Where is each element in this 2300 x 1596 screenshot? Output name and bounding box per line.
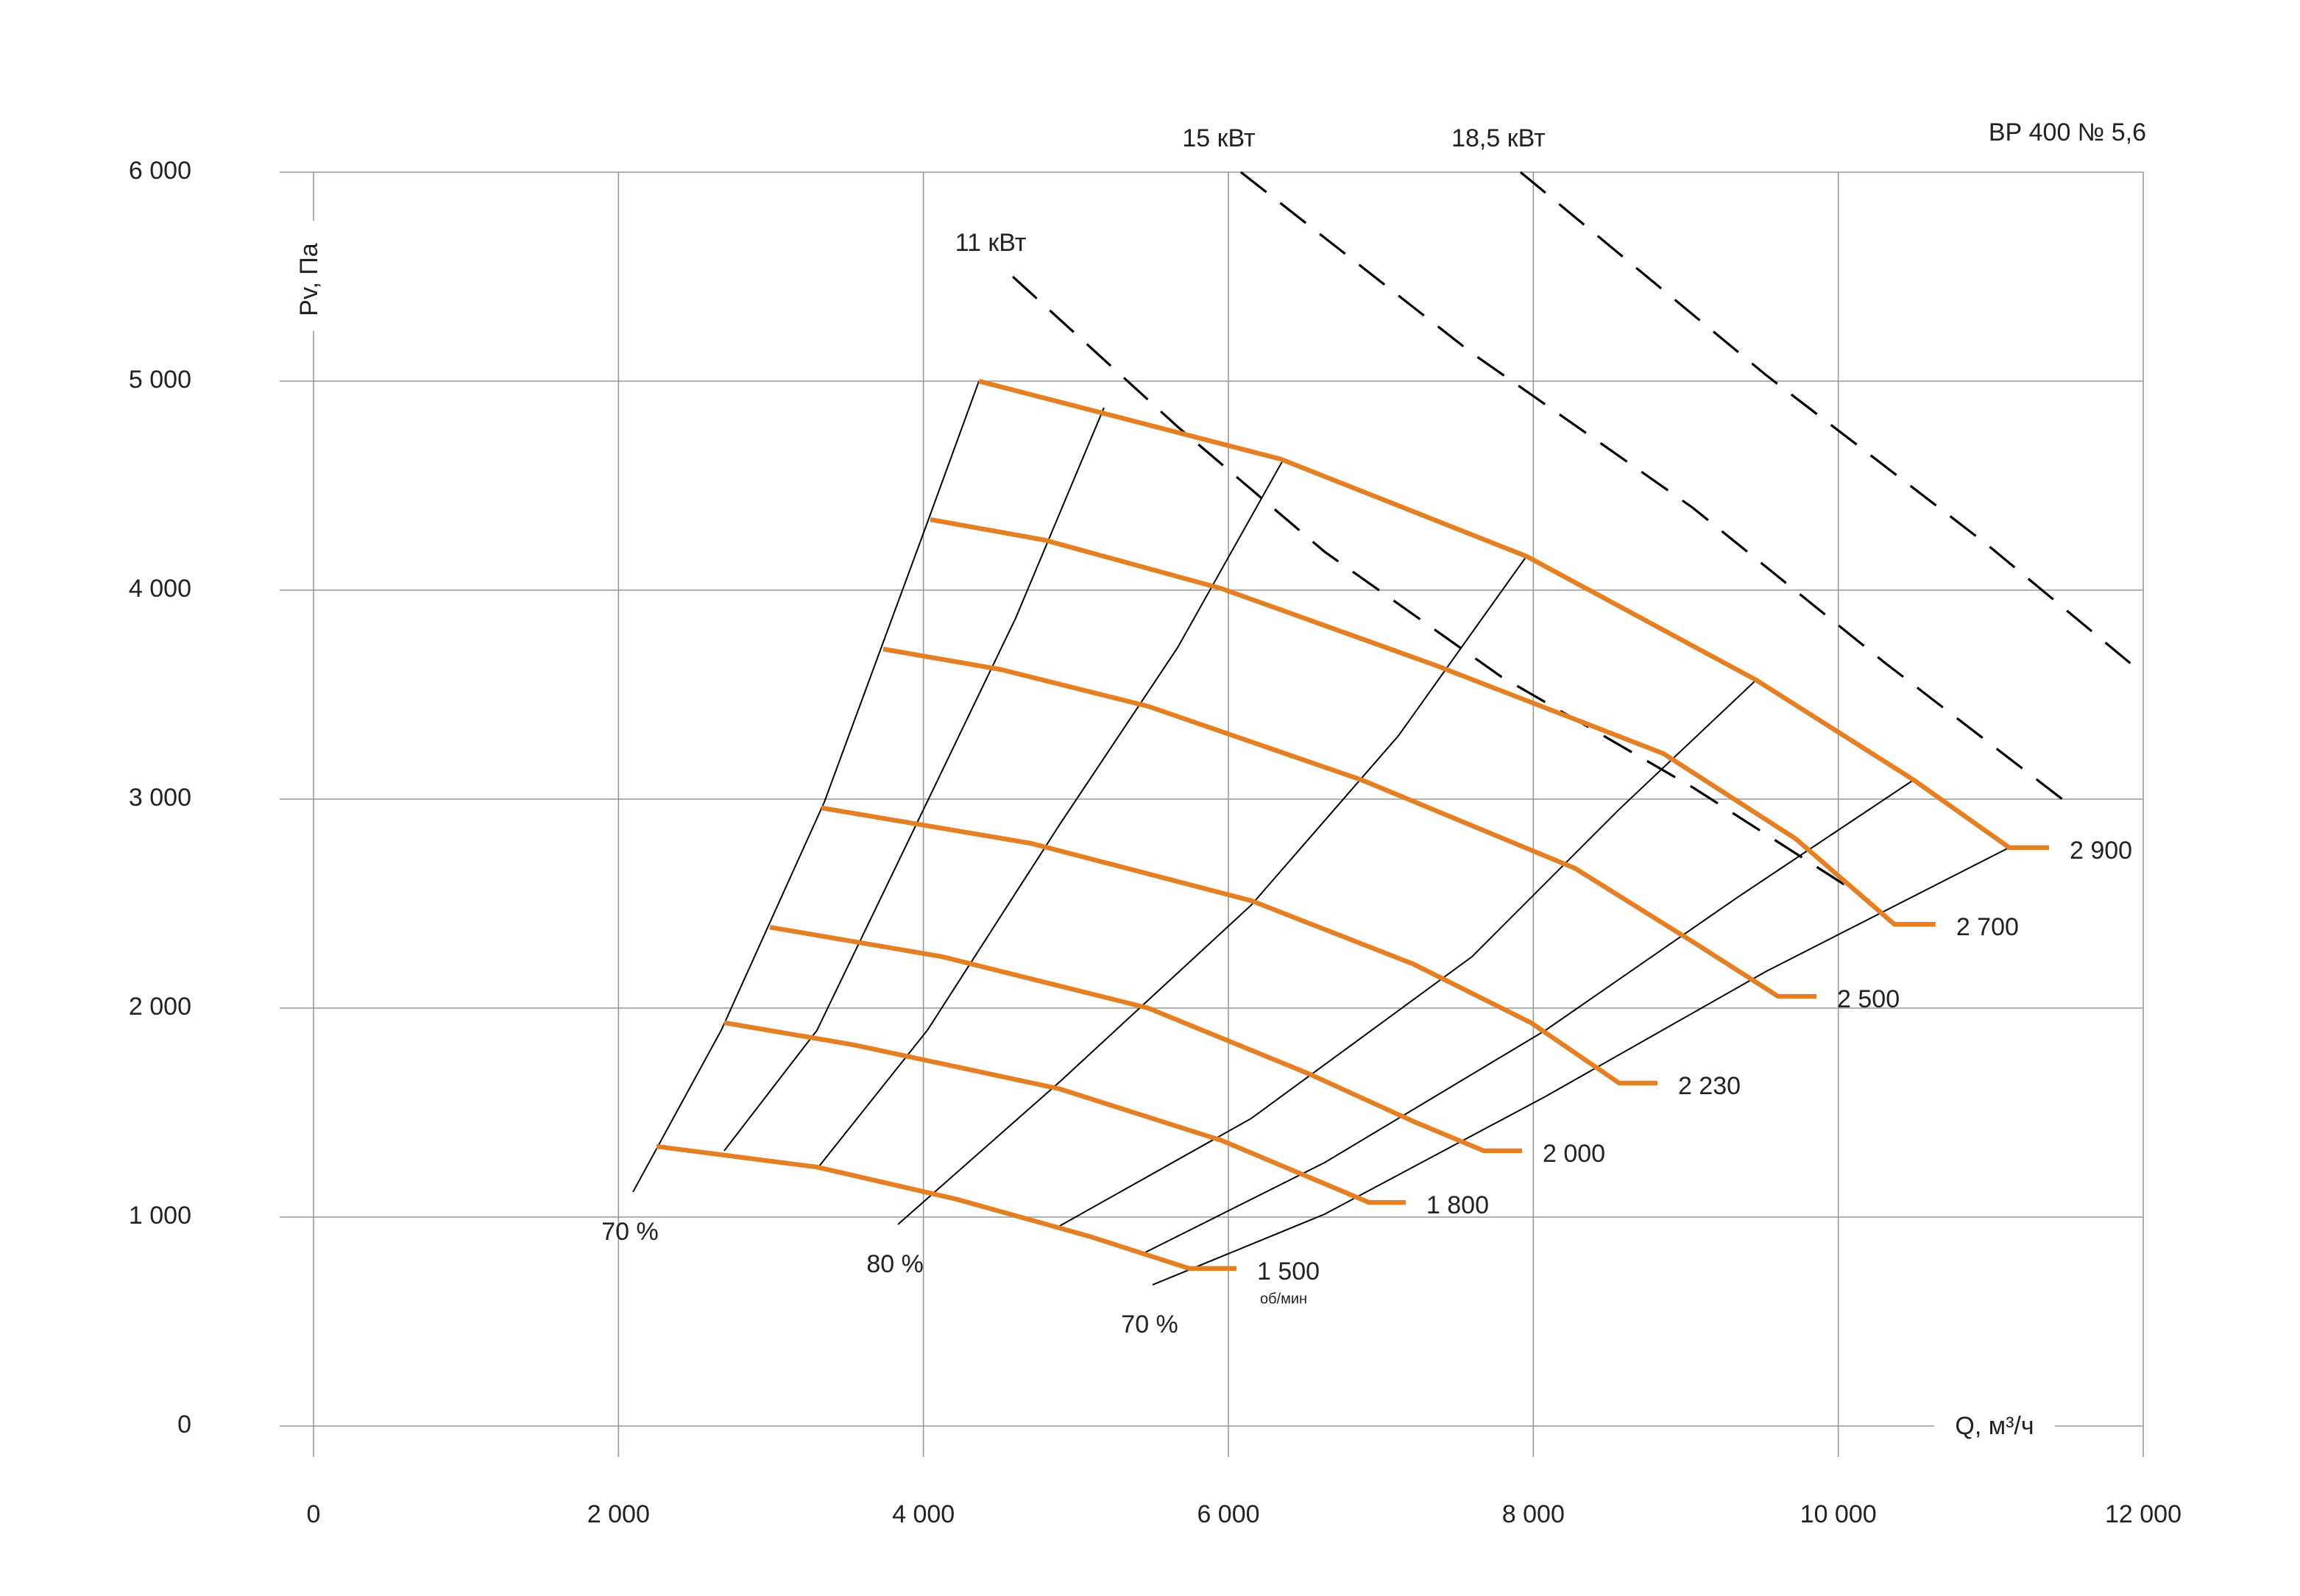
x-tick-label: 8 000 [1502,1500,1565,1528]
x-tick-label: 4 000 [892,1500,955,1528]
grid: 0 1 000 2 000 3 000 4 000 5 000 6 000 0 2 000 4 0… [129,157,2182,1528]
plot-area: 70 % 80 % 70 % 11 кВт 15 кВт 18,5 кВт 1 500 1 8… [601,124,2145,1338]
y-label-bg [296,221,331,331]
efficiency-line [632,380,980,1193]
y-tick-label: 3 000 [129,784,191,812]
rpm-label: 2 230 [1678,1072,1741,1100]
x-label-bg [1934,1408,2055,1444]
rpm-label: 1 500 [1257,1258,1320,1285]
labels: ВР 400 № 5,6 Q, м³/ч Pv, Па об/мин [295,118,2146,1444]
x-axis-label: Q, м³/ч [1955,1412,2034,1440]
efficiency-line [723,407,1105,1152]
rpm-curve [821,805,1657,1086]
y-tick-label: 6 000 [129,157,191,185]
efficiency-label: 80 % [866,1250,924,1278]
power-line [1011,275,1870,902]
x-tick-label: 12 000 [2105,1500,2182,1528]
rpm-label: 2 900 [2070,837,2132,865]
rpm-label: 2 500 [1837,985,1900,1013]
y-tick-label: 0 [177,1411,191,1439]
power-line [1519,171,2145,675]
power-line [1240,171,2076,811]
x-tick-label: 10 000 [1800,1500,1877,1528]
x-tick-label: 0 [307,1500,321,1528]
rpm-curve [882,646,1817,999]
chart-title: ВР 400 № 5,6 [1989,118,2146,146]
rpm-label: 2 700 [1956,913,2019,941]
efficiency-line [1059,679,1757,1227]
efficiency-label: 70 % [1121,1311,1178,1338]
power-label: 11 кВт [955,229,1027,257]
rpm-unit: об/мин [1260,1291,1307,1307]
rpm-curve [978,378,2049,851]
power-label: 18,5 кВт [1451,124,1546,152]
efficiency-label: 70 % [601,1218,659,1246]
rpm-curve [769,924,1522,1154]
x-tick-label: 6 000 [1197,1500,1259,1528]
y-tick-label: 2 000 [129,993,191,1021]
y-axis-label: Pv, Па [295,243,323,316]
power-label: 15 кВт [1182,124,1255,152]
efficiency-line [897,556,1527,1225]
x-tick-label: 2 000 [587,1500,650,1528]
efficiency-line [1152,846,2010,1285]
rpm-label: 2 000 [1543,1140,1605,1168]
y-tick-label: 4 000 [129,575,191,603]
rpm-curve [723,1020,1406,1205]
y-tick-label: 5 000 [129,366,191,394]
rpm-label: 1 800 [1426,1191,1489,1219]
rpm-curve [656,1143,1236,1272]
y-tick-label: 1 000 [129,1202,191,1230]
rpm-curve [930,517,1936,927]
